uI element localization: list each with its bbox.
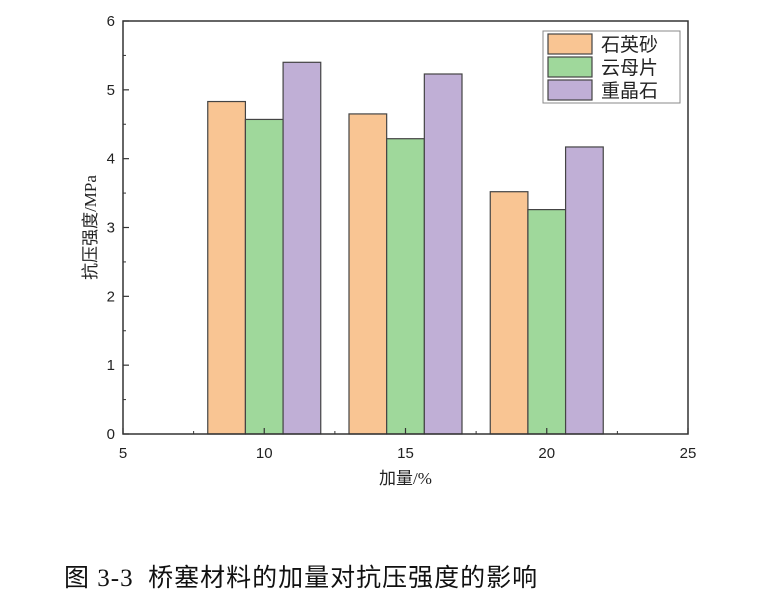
legend-label-1: 云母片 (601, 57, 658, 79)
bar-2-10 (282, 61, 322, 435)
y-tick-label: 0 (107, 426, 115, 443)
y-tick-label: 2 (107, 288, 115, 305)
legend-swatch-1 (547, 56, 593, 78)
bar-1-20 (527, 209, 567, 435)
y-axis-label: 抗压强度/MPa (81, 175, 100, 280)
bar-0-15 (348, 113, 388, 435)
legend-swatch-2 (547, 79, 593, 101)
bar-0-10 (207, 100, 247, 435)
x-axis-label: 加量/% (379, 469, 432, 488)
x-tick-label: 5 (119, 445, 127, 462)
bar-1-10 (244, 118, 284, 435)
legend-label-2: 重晶石 (601, 80, 658, 102)
y-tick-label: 1 (107, 357, 115, 374)
y-tick-label: 4 (107, 151, 115, 168)
figure-caption: 图 3-3 桥塞材料的加量对抗压强度的影响 (64, 565, 539, 592)
bar-0-20 (489, 191, 529, 435)
bar-2-20 (564, 146, 604, 435)
x-tick-label: 15 (397, 445, 414, 462)
legend-swatch-0 (547, 33, 593, 55)
x-tick-label: 25 (680, 445, 697, 462)
bar-1-15 (386, 138, 425, 435)
y-tick-label: 3 (107, 220, 115, 237)
legend-label-0: 石英砂 (601, 34, 658, 56)
y-tick-label: 6 (107, 13, 115, 30)
x-tick-label: 10 (256, 445, 273, 462)
x-tick-label: 20 (538, 445, 555, 462)
y-tick-label: 5 (107, 82, 115, 99)
bar-2-15 (423, 73, 463, 435)
